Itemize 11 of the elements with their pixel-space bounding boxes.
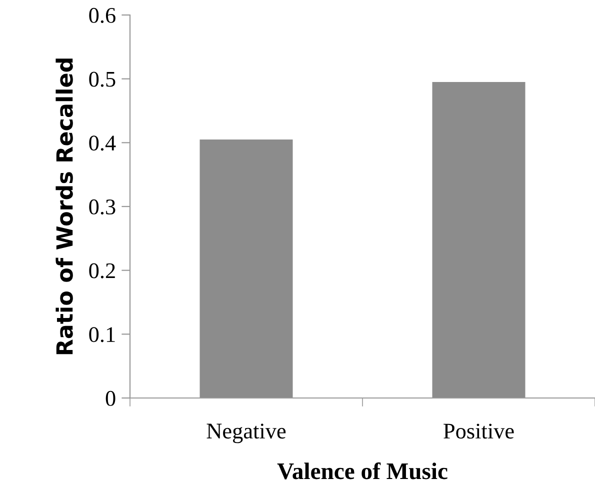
y-tick-label: 0: [106, 390, 116, 406]
y-tick-label: 0.4: [89, 136, 116, 151]
y-tick-label: 0.2: [89, 263, 115, 278]
x-axis-title: Valence of Music: [277, 462, 448, 480]
y-axis-title: Ratio of Words Recalled: [56, 58, 73, 354]
y-tick-label: 0.6: [89, 8, 116, 24]
x-tick-label: Negative: [206, 424, 286, 444]
y-tick-label: 0.3: [89, 199, 116, 215]
y-tick-label: 0.5: [89, 72, 116, 87]
x-tick-label: Positive: [444, 424, 514, 439]
y-tick-label: 0.1: [89, 327, 115, 342]
